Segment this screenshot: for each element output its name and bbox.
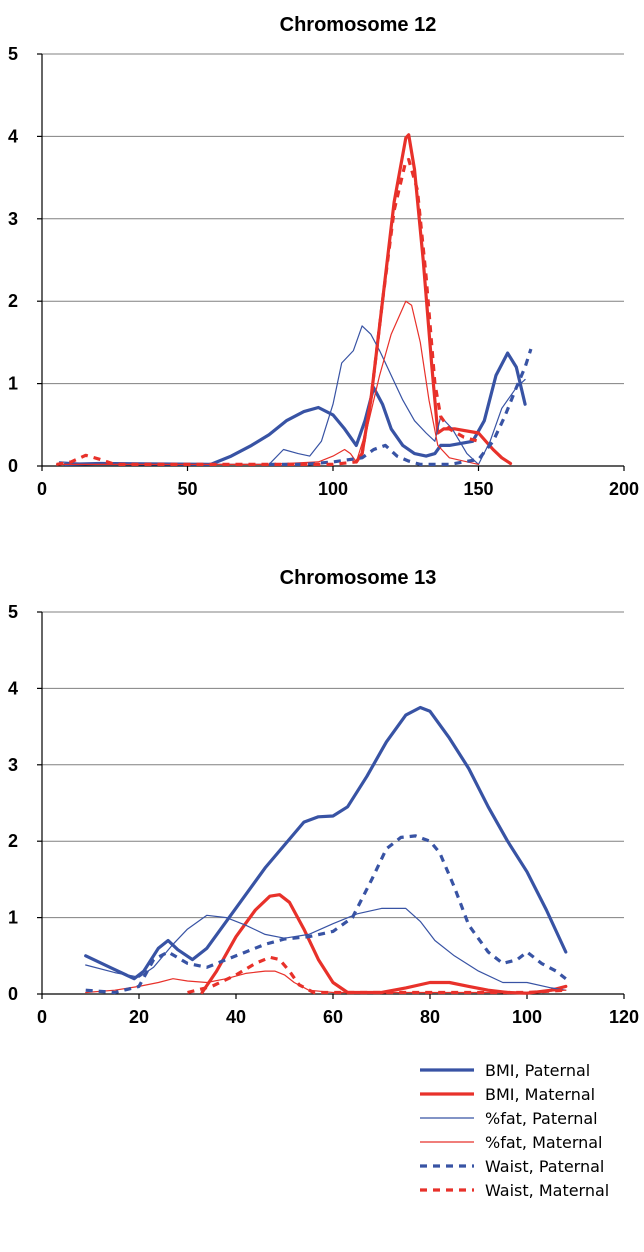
legend-label: BMI, Paternal [485,1061,590,1080]
chart-title: Chromosome 12 [280,14,437,36]
x-tick-label: 0 [37,479,47,499]
y-tick-label: 3 [8,209,18,229]
legend-label: BMI, Maternal [485,1085,595,1104]
y-tick-label: 4 [8,126,18,146]
y-tick-label: 5 [8,602,18,622]
x-tick-label: 100 [512,1007,542,1027]
y-tick-label: 1 [8,374,18,394]
series-line-thick-paternal [63,351,527,466]
y-tick-label: 3 [8,755,18,775]
series-line-dotted-maternal [187,955,566,995]
y-tick-label: 1 [8,908,18,928]
chart-title: Chromosome 13 [280,567,437,589]
y-tick-label: 2 [8,291,18,311]
x-tick-label: 100 [318,479,348,499]
series-line-thick-paternal [84,705,568,981]
x-tick-label: 200 [609,479,639,499]
x-tick-label: 50 [177,479,197,499]
chart-2: Chromosome 13 0 1 2 3 4 5 0 20 40 60 80 100 120 [8,567,639,1027]
y-tick-label: 0 [8,456,18,476]
series-line-dotted-maternal [56,157,479,466]
x-tick-label: 20 [129,1007,149,1027]
legend-label: Waist, Paternal [485,1157,604,1176]
x-tick-label: 40 [226,1007,246,1027]
x-tick-label: 150 [463,479,493,499]
series-line-dotted-paternal [269,348,533,466]
y-tick-label: 2 [8,831,18,851]
x-tick-label: 120 [609,1007,639,1027]
series-line-thin-paternal [85,907,567,991]
series-line-thick-maternal [200,893,568,995]
legend: BMI, Paternal BMI, Maternal %fat, Paternal… [420,1061,609,1200]
legend-label: %fat, Maternal [485,1133,603,1152]
series-line-dotted-paternal [85,834,567,995]
y-tick-label: 0 [8,984,18,1004]
series-line-thin-maternal [55,300,480,465]
x-tick-label: 80 [420,1007,440,1027]
y-tick-label: 4 [8,678,18,698]
y-tick-label: 5 [8,44,18,64]
legend-label: Waist, Maternal [485,1181,609,1200]
x-tick-label: 0 [37,1007,47,1027]
legend-label: %fat, Paternal [485,1109,598,1128]
series-line-thin-paternal [58,325,526,465]
x-tick-label: 60 [323,1007,343,1027]
